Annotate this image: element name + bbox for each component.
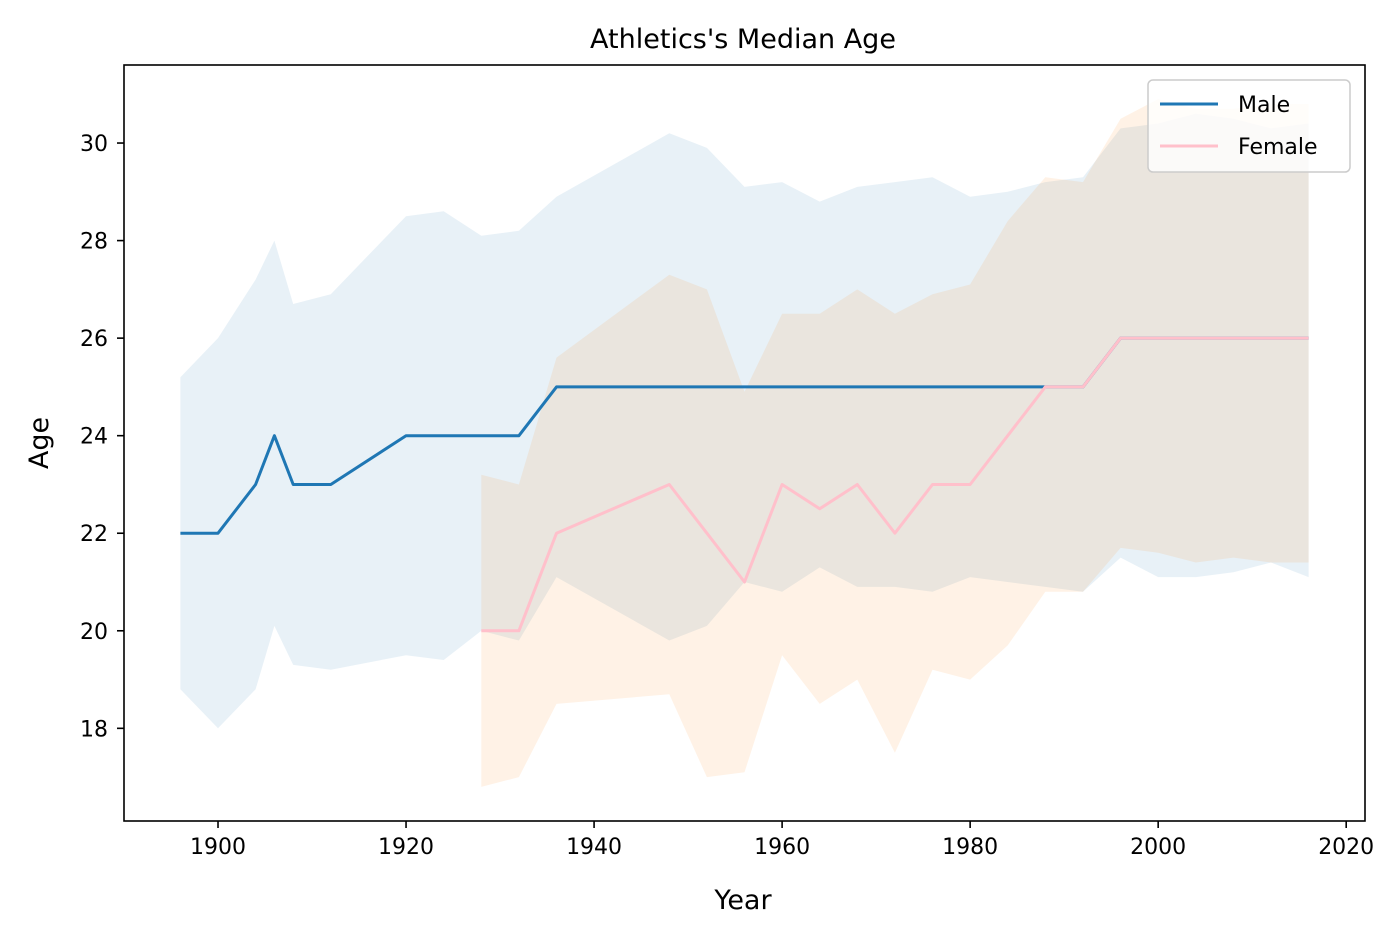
x-tick-label: 1920 [378, 835, 434, 860]
x-tick-label: 1960 [754, 835, 810, 860]
y-tick-label: 28 [80, 230, 108, 255]
series-line-female [481, 336, 1309, 633]
x-axis-label: Year [713, 885, 772, 916]
series-lines [180, 336, 1309, 633]
x-tick-label: 2000 [1130, 835, 1186, 860]
x-tick-label: 2020 [1318, 835, 1374, 860]
y-tick-label: 20 [80, 620, 108, 645]
x-tick-label: 1980 [942, 835, 998, 860]
x-axis-ticks: 1900 1920 1940 1960 1980 2000 2020 [190, 821, 1374, 860]
x-tick-label: 1900 [190, 835, 246, 860]
confidence-bands [180, 99, 1309, 787]
y-tick-label: 22 [80, 522, 108, 547]
legend-label-male: Male [1238, 93, 1290, 118]
legend: Male Female [1147, 79, 1351, 173]
y-axis-label: Age [24, 417, 55, 469]
chart-title: Athletics's Median Age [590, 24, 896, 55]
y-tick-label: 24 [80, 425, 108, 450]
y-tick-label: 18 [80, 717, 108, 742]
y-axis-ticks: 18 20 22 24 26 28 30 [80, 132, 124, 742]
legend-label-female: Female [1238, 135, 1318, 160]
plot-area-frame [123, 64, 1366, 822]
y-tick-label: 26 [80, 327, 108, 352]
band-male [180, 113, 1309, 729]
band-female [481, 99, 1309, 787]
x-tick-label: 1940 [566, 835, 622, 860]
y-tick-label: 30 [80, 132, 108, 157]
